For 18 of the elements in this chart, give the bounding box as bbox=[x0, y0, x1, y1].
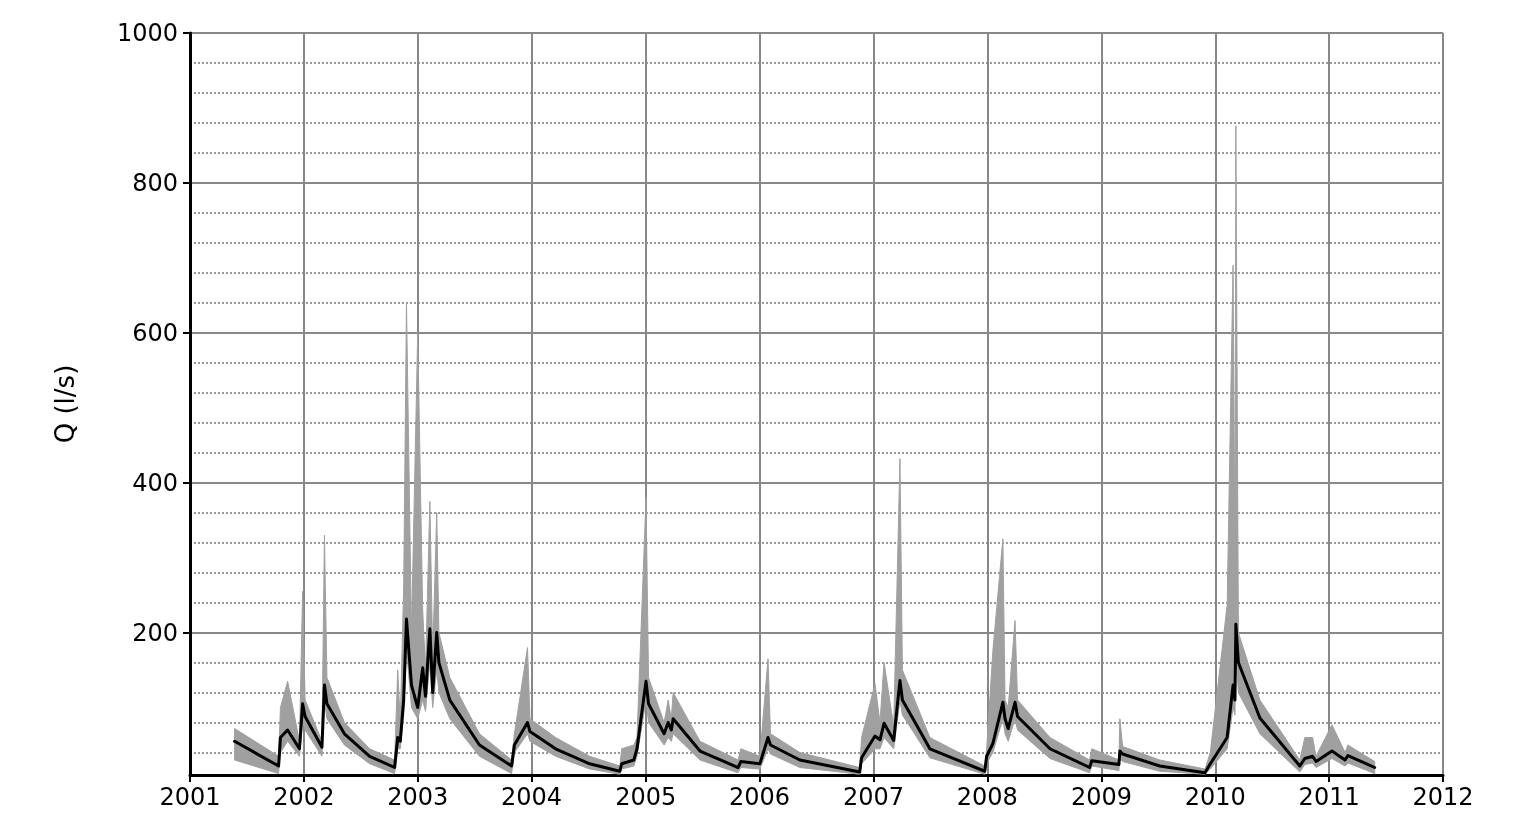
y-tick-label: 600 bbox=[132, 318, 178, 347]
x-tick-label: 2005 bbox=[615, 783, 677, 811]
x-tick-label: 2002 bbox=[273, 783, 335, 811]
x-tick-label: 2009 bbox=[1070, 783, 1132, 811]
x-tick-label: 2001 bbox=[159, 783, 221, 811]
x-tick-label: 2004 bbox=[501, 783, 563, 811]
x-tick-label: 2010 bbox=[1184, 783, 1246, 811]
y-tick-label: 200 bbox=[132, 618, 178, 647]
x-tick-label: 2006 bbox=[729, 783, 791, 811]
y-tick-label: 1000 bbox=[116, 19, 178, 47]
y-tick-label: 400 bbox=[132, 468, 178, 497]
x-tick-label: 2011 bbox=[1298, 783, 1360, 811]
x-tick-label: 2003 bbox=[387, 783, 449, 811]
x-tick-label: 2012 bbox=[1412, 783, 1474, 811]
x-tick-label: 2007 bbox=[842, 783, 904, 811]
y-tick-label: 800 bbox=[132, 168, 178, 197]
y-axis-title: Q (l/s) bbox=[50, 364, 80, 444]
x-tick-label: 2008 bbox=[956, 783, 1018, 811]
